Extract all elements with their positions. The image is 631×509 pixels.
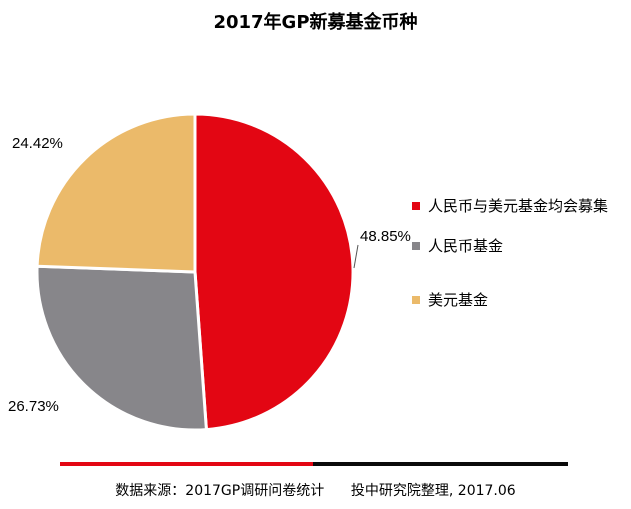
slice-label-rmb-usd: 48.85% bbox=[360, 228, 411, 245]
slice-rmb-usd bbox=[193, 112, 355, 432]
footer-source: 数据来源：2017GP调研问卷统计 投中研究院整理, 2017.06 bbox=[0, 480, 631, 500]
legend-swatch-gold bbox=[412, 296, 420, 304]
pie-slices bbox=[35, 112, 355, 432]
leader-line bbox=[353, 244, 359, 269]
slice-label-usd: 24.42% bbox=[12, 135, 63, 152]
legend-label: 人民币基金 bbox=[428, 237, 504, 255]
legend-item-rmb: 人民币基金 bbox=[412, 236, 622, 256]
legend-item-usd: 美元基金 bbox=[412, 290, 622, 310]
legend-item-rmb-usd: 人民币与美元基金均会募集 bbox=[412, 196, 622, 216]
legend-label: 人民币与美元基金均会募集 bbox=[428, 197, 609, 215]
footer-source-text: 数据来源：2017GP调研问卷统计 bbox=[115, 483, 325, 499]
footer-rule-red bbox=[60, 462, 313, 466]
legend-label: 美元基金 bbox=[428, 291, 489, 309]
slice-usd bbox=[35, 112, 197, 274]
chart-title: 2017年GP新募基金币种 bbox=[213, 12, 418, 33]
legend-swatch-gray bbox=[412, 242, 420, 250]
legend-swatch-red bbox=[412, 202, 420, 210]
slice-rmb bbox=[35, 264, 209, 432]
slice-label-rmb: 26.73% bbox=[8, 398, 59, 415]
legend: 人民币与美元基金均会募集 人民币基金 美元基金 bbox=[412, 196, 622, 310]
footer-org-text: 投中研究院整理, 2017.06 bbox=[350, 483, 516, 499]
footer-rule-black bbox=[313, 462, 568, 466]
